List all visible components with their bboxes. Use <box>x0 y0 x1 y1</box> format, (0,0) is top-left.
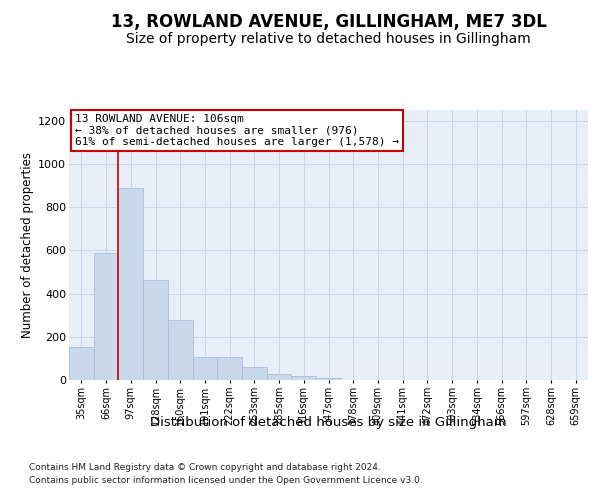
Bar <box>143 280 168 380</box>
Bar <box>193 358 217 380</box>
Bar <box>69 346 94 380</box>
Text: Contains HM Land Registry data © Crown copyright and database right 2024.: Contains HM Land Registry data © Crown c… <box>29 462 380 471</box>
Bar <box>118 188 143 380</box>
Text: Distribution of detached houses by size in Gillingham: Distribution of detached houses by size … <box>151 416 507 429</box>
Bar <box>217 358 242 380</box>
Bar <box>168 320 193 380</box>
Text: Size of property relative to detached houses in Gillingham: Size of property relative to detached ho… <box>127 32 531 46</box>
Bar <box>316 378 341 380</box>
Text: 13, ROWLAND AVENUE, GILLINGHAM, ME7 3DL: 13, ROWLAND AVENUE, GILLINGHAM, ME7 3DL <box>111 12 547 30</box>
Text: Contains public sector information licensed under the Open Government Licence v3: Contains public sector information licen… <box>29 476 422 485</box>
Bar <box>94 252 118 380</box>
Text: 13 ROWLAND AVENUE: 106sqm
← 38% of detached houses are smaller (976)
61% of semi: 13 ROWLAND AVENUE: 106sqm ← 38% of detac… <box>75 114 399 147</box>
Bar <box>242 367 267 380</box>
Bar <box>267 374 292 380</box>
Y-axis label: Number of detached properties: Number of detached properties <box>21 152 34 338</box>
Bar <box>292 376 316 380</box>
